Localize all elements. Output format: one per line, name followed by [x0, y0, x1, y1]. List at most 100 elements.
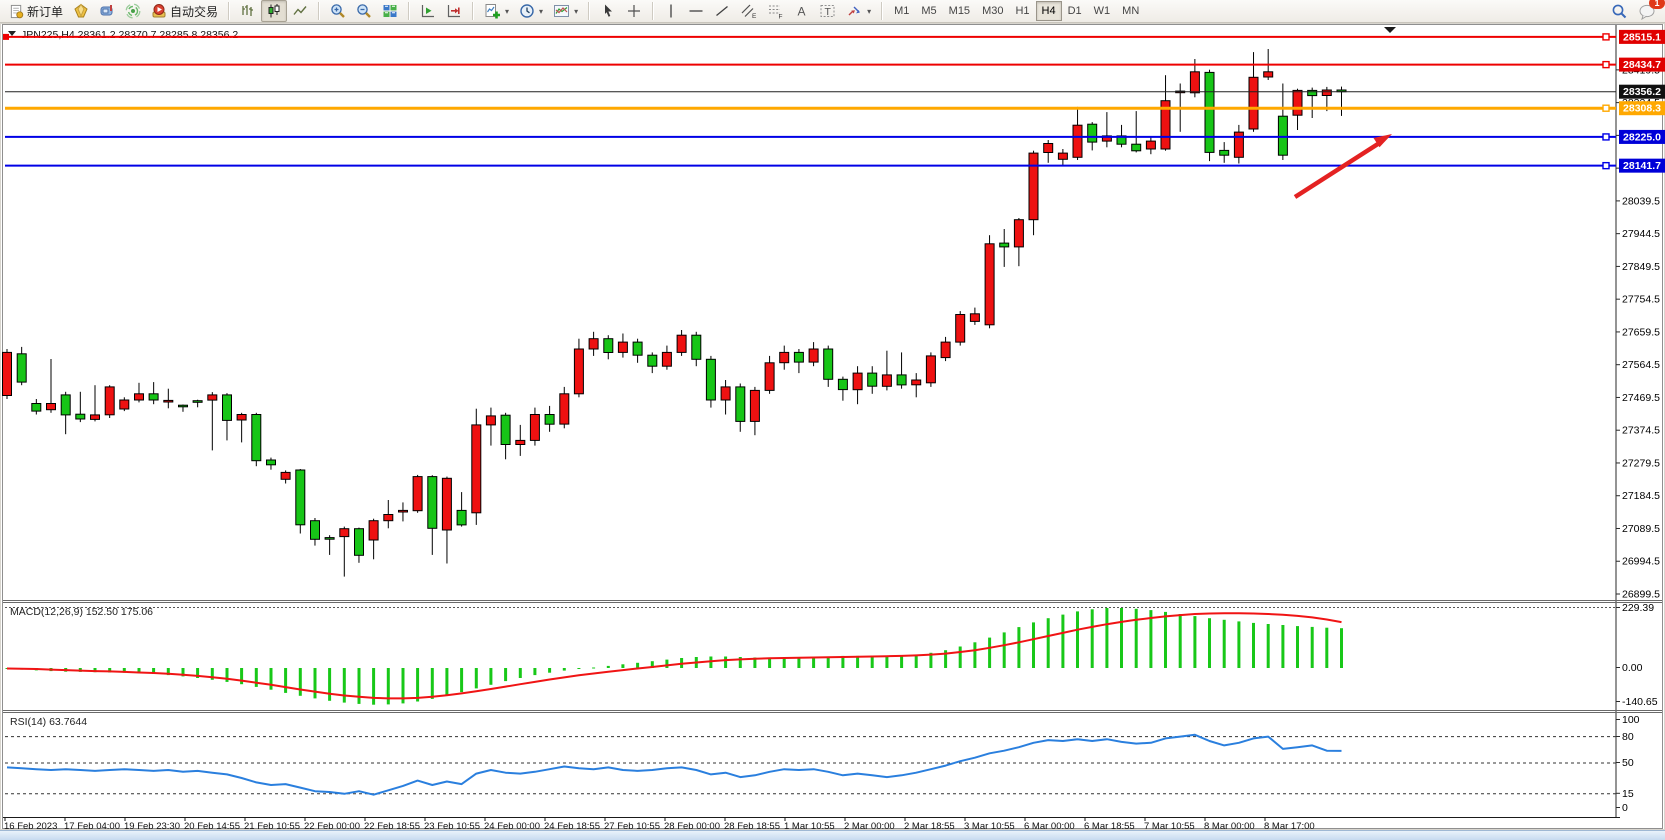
macd-histogram-bar	[401, 668, 405, 704]
hline-marker[interactable]	[1602, 133, 1610, 141]
fibonacci-icon: F	[769, 5, 783, 19]
timeframe-button-h1[interactable]: H1	[1015, 5, 1030, 17]
macd-histogram-bar	[269, 668, 273, 690]
candle-up	[969, 307, 980, 325]
signal-button[interactable]	[120, 0, 146, 22]
vertical-line-button[interactable]	[659, 0, 683, 22]
macd-histogram-bar	[841, 655, 845, 668]
macd-histogram-bar	[518, 668, 522, 678]
candle-up	[207, 392, 218, 451]
chart-shift-button[interactable]	[441, 0, 467, 22]
new-order-button[interactable]: 新订单	[4, 0, 68, 22]
time-tick-label: 19 Feb 23:30	[124, 821, 180, 832]
macd-histogram-bar	[181, 668, 185, 677]
periods-button[interactable]: ▾	[514, 0, 548, 22]
time-tick-label: 27 Feb 10:55	[604, 821, 660, 832]
chart-shift-marker[interactable]	[1384, 27, 1396, 33]
candle-up	[940, 336, 951, 362]
candle-up	[617, 333, 628, 358]
tile-windows-button[interactable]	[377, 0, 403, 22]
auto-scroll-button[interactable]	[415, 0, 441, 22]
time-tick-label: 1 Mar 10:55	[784, 821, 835, 832]
macd-histogram-bar	[1061, 614, 1065, 668]
rsi-label: RSI(14) 63.7644	[10, 716, 87, 728]
right-group: 1	[1606, 0, 1665, 22]
candle-up	[2, 349, 12, 399]
horizontal-line-button[interactable]	[683, 0, 709, 22]
candle-up	[339, 526, 350, 577]
candle-up	[398, 502, 408, 522]
symbol-dropdown-icon[interactable]	[8, 31, 16, 36]
candle-down	[427, 475, 438, 555]
text-label-button[interactable]: T	[814, 0, 841, 22]
price-tick-label: 27564.5	[1622, 359, 1660, 371]
hline-left-handle[interactable]	[3, 33, 9, 40]
timeframe-button-h4[interactable]: H4	[1035, 1, 1062, 21]
channel-glyph: E	[752, 13, 757, 19]
horizontal-line-icon	[689, 10, 703, 12]
auto-trading-button[interactable]: 自动交易	[146, 0, 223, 22]
candle-down	[632, 338, 643, 363]
timeframe-button-w1[interactable]: W1	[1093, 5, 1111, 17]
price-tick-label: 27849.5	[1622, 261, 1660, 273]
macd-histogram-bar	[298, 668, 302, 696]
candle-down	[823, 345, 834, 387]
macd-histogram-bar	[342, 668, 346, 703]
chart-frame	[2, 24, 1663, 829]
indicators-button[interactable]: ▾	[479, 0, 514, 22]
candle-down	[691, 331, 702, 367]
trendline-button[interactable]	[709, 0, 735, 22]
line-chart-button[interactable]	[287, 0, 313, 22]
hline-marker[interactable]	[1602, 104, 1610, 112]
chat-button[interactable]: 1	[1633, 0, 1665, 22]
price-chart: 28419.528324.528229.528134.528039.527944…	[0, 23, 1665, 832]
price-badge-label: 28356.2	[1623, 86, 1661, 98]
periods-icon	[520, 4, 534, 18]
vertical-line-icon	[670, 4, 672, 18]
toolbar-separator	[472, 2, 475, 20]
cursor-icon	[605, 4, 613, 17]
zoom-out-button[interactable]	[351, 0, 377, 22]
hline-marker[interactable]	[1602, 60, 1610, 69]
macd-histogram-bar	[152, 668, 156, 674]
zoom-in-button[interactable]	[325, 0, 351, 22]
candle-up	[515, 424, 526, 456]
hline-marker[interactable]	[1602, 161, 1610, 170]
channel-button[interactable]: E	[735, 0, 762, 22]
gem-button[interactable]	[68, 0, 94, 22]
candlestick-button[interactable]	[261, 0, 288, 22]
timeframe-button-mn[interactable]: MN	[1122, 5, 1140, 17]
time-tick-label: 21 Feb 10:55	[244, 821, 300, 832]
macd-histogram-bar	[225, 668, 229, 682]
price-tick-label: 28039.5	[1622, 195, 1660, 207]
timeframe-button-m5[interactable]: M5	[921, 5, 937, 17]
bar-chart-icon	[242, 5, 254, 16]
text-button[interactable]: A	[789, 0, 814, 22]
mailbox-button[interactable]	[94, 0, 120, 22]
rsi-tick-label: 15	[1622, 788, 1634, 800]
price-badge	[1619, 57, 1665, 72]
price-badge-label: 28308.3	[1623, 103, 1661, 115]
candle-up	[471, 408, 482, 525]
hline-marker[interactable]	[1602, 33, 1610, 41]
templates-button[interactable]: ▾	[548, 0, 583, 22]
timeframe-button-m1[interactable]: M1	[894, 5, 910, 17]
arrows-button[interactable]: ▾	[841, 0, 876, 22]
annotation-arrow-head[interactable]	[1373, 134, 1393, 148]
gold-gem-icon	[74, 3, 88, 18]
cursor-button[interactable]	[595, 0, 621, 22]
price-tick-label: 27374.5	[1622, 425, 1660, 437]
macd-histogram-bar	[474, 668, 478, 689]
candle-down	[647, 352, 658, 374]
candle-up	[529, 407, 540, 446]
mailbox-icon	[100, 5, 113, 16]
crosshair-button[interactable]	[621, 0, 647, 22]
timeframe-button-d1[interactable]: D1	[1067, 5, 1082, 17]
timeframe-button-m15[interactable]: M15	[948, 5, 971, 17]
bar-chart-button[interactable]	[235, 0, 261, 22]
candle-up	[104, 385, 115, 418]
search-button[interactable]	[1606, 0, 1633, 22]
fibonacci-button[interactable]: F	[762, 0, 789, 22]
timeframe-button-m30[interactable]: M30	[982, 5, 1004, 17]
annotation-arrow-line[interactable]	[1293, 140, 1383, 199]
